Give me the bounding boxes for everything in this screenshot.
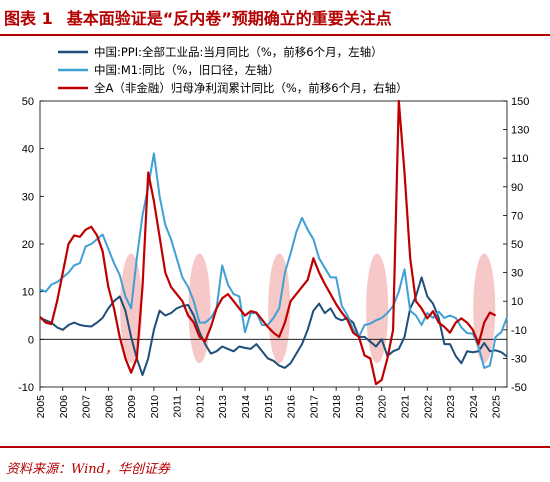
right-tick-label: 90	[511, 182, 523, 194]
x-tick-label: 2024	[468, 395, 480, 419]
x-tick-label: 2014	[240, 395, 252, 419]
figure-label: 图表 1	[4, 9, 53, 28]
right-tick-label: 150	[511, 96, 529, 108]
x-tick-label: 2017	[308, 395, 320, 419]
right-tick-label: 30	[511, 268, 523, 280]
left-tick-label: 10	[22, 287, 34, 299]
left-tick-label: 0	[28, 334, 34, 346]
x-tick-label: 2005	[35, 395, 47, 419]
highlight-ellipse-2	[188, 253, 211, 364]
highlight-layer	[120, 253, 496, 364]
series-line-profit	[39, 99, 497, 386]
series-layer	[39, 99, 508, 386]
x-tick-label: 2020	[377, 395, 389, 419]
x-tick-label: 2009	[126, 395, 138, 419]
title-bar: 图表 1 基本面验证是“反内卷”预期确立的重要关注点	[0, 0, 550, 36]
left-tick-label: 50	[22, 96, 34, 108]
x-tick-label: 2012	[194, 395, 206, 419]
x-tick-label: 2007	[81, 395, 93, 419]
right-tick-label: -50	[511, 382, 527, 394]
legend-label-m1: 中国:M1:同比（%，旧口径，左轴）	[94, 63, 279, 77]
series-line-ppi	[39, 276, 508, 377]
highlight-ellipse-5	[473, 253, 496, 364]
left-tick-label: 30	[22, 191, 34, 203]
x-tick-label: 2022	[422, 395, 434, 419]
right-tick-label: 70	[511, 210, 523, 222]
highlight-ellipse-4	[366, 253, 389, 364]
left-tick-label: 20	[22, 239, 34, 251]
x-tick-label: 2008	[103, 395, 115, 419]
right-tick-label: 50	[511, 239, 523, 251]
right-tick-label: 110	[511, 153, 529, 165]
legend: 中国:PPI:全部工业品:当月同比（%，前移6个月，左轴） 中国:M1:同比（%，…	[58, 45, 408, 95]
x-tick-label: 2021	[399, 395, 411, 419]
x-tick-label: 2015	[263, 395, 275, 419]
legend-label-profit: 全A（非金融）归母净利润累计同比（%，前移6个月，右轴）	[94, 81, 408, 95]
x-tick-label: 2011	[172, 395, 184, 418]
right-tick-label: -30	[511, 353, 527, 365]
chart-title: 基本面验证是“反内卷”预期确立的重要关注点	[66, 9, 392, 28]
x-tick-label: 2010	[149, 395, 161, 419]
x-tick-label: 2006	[58, 395, 70, 419]
axes-layer: -10 0 10 20 30 40 50 -50 -30 -10 10 30 50 70 90 110 130 1…	[18, 96, 529, 418]
source-note: 资料来源：Wind，华创证券	[0, 446, 550, 482]
x-tick-label: 2016	[286, 395, 298, 419]
x-tick-label: 2018	[331, 395, 343, 419]
left-tick-label: -10	[18, 382, 34, 394]
right-tick-label: 10	[511, 296, 523, 308]
left-tick-label: 40	[22, 144, 34, 156]
right-tick-label: -10	[511, 325, 527, 337]
x-tick-label: 2025	[491, 395, 503, 419]
x-tick-label: 2019	[354, 395, 366, 419]
legend-label-ppi: 中国:PPI:全部工业品:当月同比（%，前移6个月，左轴）	[94, 45, 383, 59]
chart-canvas: -10 0 10 20 30 40 50 -50 -30 -10 10 30 50 70 90 110 130 1…	[18, 45, 529, 418]
x-tick-label: 2013	[217, 395, 229, 419]
right-tick-label: 130	[511, 125, 529, 137]
x-tick-label: 2023	[445, 395, 457, 419]
